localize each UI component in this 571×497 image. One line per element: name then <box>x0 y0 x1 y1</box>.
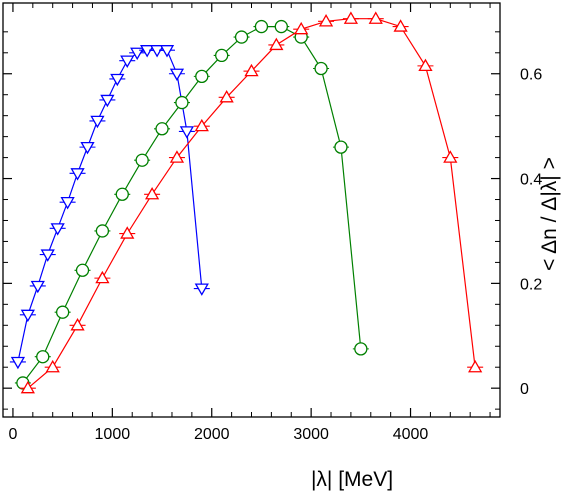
data-point <box>219 90 234 103</box>
data-point <box>175 95 189 110</box>
data-point <box>215 48 229 63</box>
data-point <box>20 380 35 394</box>
data-point <box>468 359 483 373</box>
data-point <box>314 61 328 76</box>
data-point <box>334 140 348 154</box>
data-point <box>354 342 368 356</box>
data-point <box>95 270 110 284</box>
data-point <box>60 196 75 210</box>
data-point <box>195 69 209 84</box>
data-point <box>45 359 60 373</box>
data-point <box>50 223 65 236</box>
series-layer <box>9 11 484 394</box>
data-point <box>90 115 105 129</box>
data-point <box>244 63 259 77</box>
y-tick-label: 0.6 <box>520 67 542 84</box>
data-point <box>155 122 169 136</box>
data-point <box>10 356 26 370</box>
data-point <box>368 11 383 24</box>
data-point <box>120 226 135 239</box>
data-point <box>159 45 175 58</box>
data-point <box>140 45 155 58</box>
data-point <box>135 153 149 167</box>
data-point <box>194 283 209 296</box>
y-tick-label: 0.2 <box>520 276 542 293</box>
y-axis-ticks: 0 0.2 0.4 0.6 <box>3 31 542 410</box>
data-point <box>110 73 125 87</box>
data-point <box>169 150 185 163</box>
data-point <box>269 37 284 51</box>
data-point <box>179 126 195 139</box>
data-point <box>70 317 85 331</box>
data-point <box>70 168 85 181</box>
x-tick-label: 3000 <box>293 426 329 443</box>
data-point <box>194 118 209 132</box>
data-point <box>75 263 90 277</box>
x-axis-label: |λ| [MeV] <box>311 468 393 491</box>
data-point <box>130 47 145 61</box>
x-axis-ticks: 0 1000 2000 3000 4000 <box>8 3 491 443</box>
data-point <box>149 45 165 58</box>
x-tick-label: 2000 <box>194 426 230 443</box>
data-point <box>95 224 110 238</box>
data-point <box>120 55 135 68</box>
data-point <box>36 350 50 364</box>
series-triangle-down <box>9 45 210 370</box>
data-point <box>443 150 458 163</box>
data-point <box>80 141 95 155</box>
data-point <box>418 58 433 72</box>
data-point <box>254 19 269 34</box>
data-point <box>30 280 45 294</box>
data-point <box>294 21 309 35</box>
data-point <box>144 186 160 200</box>
y-axis-label: < Δn / Δ|λ| > <box>538 157 561 271</box>
data-point <box>234 30 249 44</box>
data-point <box>55 305 70 319</box>
data-point <box>318 14 334 27</box>
data-point <box>343 11 359 24</box>
series-triangle-up <box>19 11 484 394</box>
x-tick-label: 4000 <box>393 426 429 443</box>
data-point <box>20 309 35 323</box>
x-tick-label: 0 <box>8 426 17 443</box>
data-point <box>100 94 115 108</box>
data-point <box>115 187 129 201</box>
data-point <box>169 68 185 82</box>
data-point <box>393 19 408 32</box>
x-tick-label: 1000 <box>95 426 131 443</box>
data-point <box>40 249 55 262</box>
series-circle <box>14 19 369 390</box>
y-tick-label: 0.4 <box>520 172 542 189</box>
y-tick-label: 0 <box>520 381 529 398</box>
data-point <box>274 19 288 34</box>
